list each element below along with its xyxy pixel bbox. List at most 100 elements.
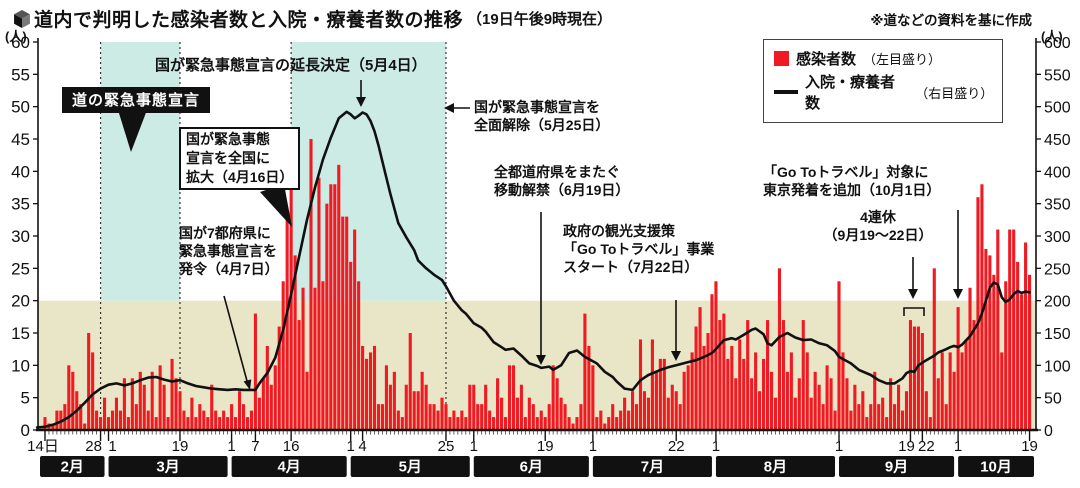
daily-cases-bar — [293, 255, 297, 430]
daily-cases-bar — [182, 410, 186, 430]
daily-cases-bar — [55, 410, 59, 430]
daily-cases-bar — [662, 358, 666, 430]
black-line-swatch — [774, 90, 798, 94]
daily-cases-bar — [428, 404, 432, 430]
annotation-line: 発令（4月7日） — [179, 261, 279, 278]
daily-cases-bar — [365, 358, 369, 430]
annotation-line: 拡大（4月16日） — [186, 168, 294, 185]
left-tick-label: 20 — [11, 292, 30, 311]
daily-cases-bar — [678, 404, 682, 430]
daily-cases-bar — [908, 320, 913, 430]
daily-cases-bar — [881, 397, 885, 430]
annotation-goto-start: 政府の観光支援策 「Go Toトラベル」事業 スタート（7月22日） — [563, 222, 714, 277]
daily-cases-bar — [960, 352, 964, 430]
left-tick-label: 30 — [11, 227, 30, 246]
annotation-line: スタート（7月22日） — [563, 259, 699, 276]
legend-label: 入院・療養者数 — [805, 74, 896, 112]
daily-cases-bar — [297, 320, 301, 430]
daily-cases-bar — [194, 417, 198, 430]
date-tick-label: 1 — [227, 438, 235, 455]
daily-cases-bar — [793, 397, 797, 430]
daily-cases-bar — [829, 378, 833, 430]
annotation-line: 全都道府県をまたぐ — [494, 164, 620, 180]
daily-cases-bar — [968, 287, 972, 430]
daily-cases-bar — [821, 404, 825, 430]
right-tick-label: 150 — [1044, 326, 1071, 343]
annotation-arrowhead — [243, 379, 252, 390]
daily-cases-bar — [742, 358, 746, 430]
daily-cases-bar — [95, 410, 99, 430]
date-tick-label: 1 — [835, 438, 843, 455]
daily-cases-bar — [412, 391, 416, 430]
daily-cases-bar — [531, 404, 535, 430]
daily-cases-bar — [738, 339, 742, 430]
month-band — [715, 456, 836, 477]
legend-item-hospitalized: 入院・療養者数 （右目盛り） — [774, 71, 993, 113]
right-tick-label: 500 — [1044, 100, 1071, 117]
daily-cases-bar — [631, 391, 635, 430]
left-tick-label: 5 — [21, 389, 30, 408]
daily-cases-bar — [615, 417, 619, 430]
daily-cases-bar — [869, 404, 873, 430]
daily-cases-bar — [257, 397, 261, 430]
annotation-nationwide-expand: 国が緊急事態 宣言を全国に 拡大（4月16日） — [179, 127, 301, 190]
daily-cases-bar — [777, 268, 781, 430]
legend-item-cases: 感染者数 （左目盛り） — [774, 48, 992, 69]
daily-cases-bar — [404, 384, 408, 430]
daily-cases-bar — [865, 417, 869, 430]
daily-cases-bar — [146, 410, 150, 430]
daily-cases-bar — [380, 404, 384, 430]
daily-cases-bar — [178, 391, 182, 430]
left-axis-unit: (人) — [5, 29, 27, 44]
daily-cases-bar — [773, 397, 778, 430]
daily-cases-bar — [893, 404, 897, 430]
month-band — [231, 456, 347, 477]
daily-cases-bar — [357, 281, 361, 430]
daily-cases-bar — [500, 397, 504, 430]
daily-cases-bar — [432, 404, 436, 430]
annotation-line: 移動解禁（6月19日） — [494, 182, 630, 199]
date-tick-label: 28 — [85, 438, 102, 455]
right-tick-label: 0 — [1044, 423, 1053, 440]
annotation-travel-ban-lift: 全都道府県をまたぐ 移動解禁（6月19日） — [494, 163, 629, 199]
daily-cases-bar — [722, 313, 726, 430]
daily-cases-bar — [353, 229, 357, 430]
daily-cases-bar — [690, 352, 694, 430]
daily-cases-bar — [750, 378, 754, 430]
daily-cases-bar — [460, 410, 464, 430]
annotation-arrowhead — [444, 103, 454, 113]
daily-cases-bar — [789, 352, 793, 430]
month-label: 6月 — [520, 459, 543, 476]
daily-cases-bar — [472, 384, 476, 430]
daily-cases-bar — [317, 177, 321, 430]
daily-cases-bar — [758, 391, 762, 430]
chart-header: 道内で判明した感染者数と入院・療養者数の推移 （19日午後9時現在） — [14, 5, 612, 32]
daily-cases-bar — [686, 365, 690, 430]
annotation-line: 緊急事態宣言を — [179, 243, 277, 260]
daily-cases-bar — [349, 261, 353, 430]
daily-cases-bar — [972, 320, 976, 430]
daily-cases-bar — [547, 404, 551, 430]
daily-cases-bar — [341, 216, 345, 430]
daily-cases-bar — [496, 378, 500, 430]
daily-cases-bar — [456, 417, 460, 430]
daily-cases-bar — [91, 352, 95, 430]
daily-cases-bar — [805, 352, 809, 430]
daily-cases-bar — [587, 345, 591, 430]
date-tick-label: 22 — [668, 438, 685, 455]
daily-cases-bar — [464, 417, 468, 430]
daily-cases-bar — [702, 345, 706, 430]
daily-cases-bar — [83, 423, 87, 430]
daily-cases-bar — [43, 417, 47, 430]
daily-cases-bar — [817, 384, 821, 430]
annotation-four-day-weekend: 4連休 （9月19～22日） — [822, 208, 934, 244]
daily-cases-bar — [230, 404, 234, 430]
daily-cases-bar — [646, 397, 650, 430]
right-tick-label: 550 — [1044, 67, 1071, 84]
daily-cases-bar — [400, 417, 404, 430]
right-tick-label: 600 — [1044, 35, 1071, 52]
daily-cases-bar — [535, 417, 539, 430]
date-tick-label: 1 — [347, 438, 355, 455]
annotation-arrowhead — [671, 351, 681, 361]
